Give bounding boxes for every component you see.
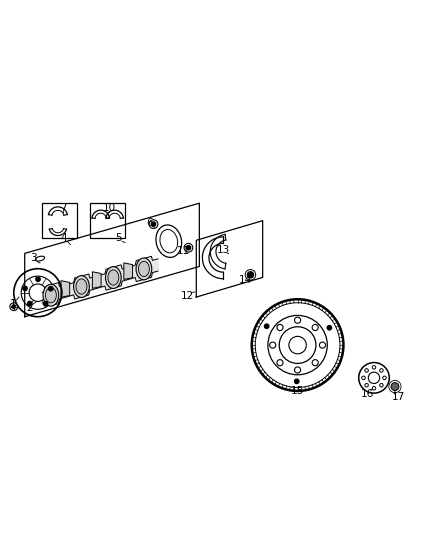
- Ellipse shape: [74, 276, 89, 297]
- Circle shape: [294, 379, 299, 384]
- Text: 2: 2: [26, 303, 32, 313]
- Text: 6: 6: [146, 218, 152, 228]
- Text: 14: 14: [239, 276, 252, 286]
- Text: 10: 10: [102, 203, 116, 213]
- Ellipse shape: [108, 270, 119, 285]
- Circle shape: [49, 287, 53, 291]
- Circle shape: [327, 326, 332, 330]
- Text: 17: 17: [392, 392, 405, 402]
- Circle shape: [43, 302, 48, 306]
- Text: 3: 3: [30, 253, 37, 263]
- Polygon shape: [124, 263, 133, 279]
- Text: 12: 12: [181, 291, 194, 301]
- Ellipse shape: [76, 279, 87, 294]
- Text: 16: 16: [361, 389, 374, 399]
- Polygon shape: [92, 272, 101, 288]
- Ellipse shape: [106, 266, 121, 288]
- Text: 11: 11: [177, 246, 190, 256]
- Circle shape: [36, 277, 40, 281]
- Ellipse shape: [46, 288, 57, 303]
- Circle shape: [28, 301, 32, 306]
- Ellipse shape: [43, 284, 59, 306]
- Text: 1: 1: [10, 298, 16, 309]
- Polygon shape: [61, 281, 70, 297]
- Circle shape: [265, 324, 269, 328]
- Ellipse shape: [138, 261, 149, 277]
- Circle shape: [247, 272, 254, 278]
- Text: 15: 15: [291, 386, 304, 396]
- Text: 4: 4: [61, 233, 67, 243]
- Text: 13: 13: [217, 245, 230, 255]
- Circle shape: [12, 305, 15, 309]
- Circle shape: [151, 222, 155, 227]
- Circle shape: [186, 246, 191, 250]
- Text: 7: 7: [60, 203, 67, 213]
- Text: 5: 5: [115, 233, 122, 243]
- Circle shape: [391, 383, 399, 391]
- Circle shape: [23, 286, 27, 290]
- Ellipse shape: [136, 258, 152, 280]
